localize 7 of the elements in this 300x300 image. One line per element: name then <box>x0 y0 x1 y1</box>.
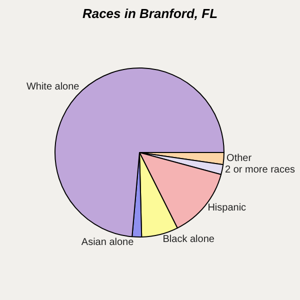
slice-label: Black alone <box>162 234 215 246</box>
slice-label: 2 or more races <box>224 164 296 176</box>
slice-label: White alone <box>26 82 80 93</box>
slice-label: Asian alone <box>81 236 134 248</box>
chart-title: Races in Branford, FL <box>82 6 218 22</box>
slice-label: Other <box>226 153 252 164</box>
slice-label: Hispanic <box>208 202 246 214</box>
